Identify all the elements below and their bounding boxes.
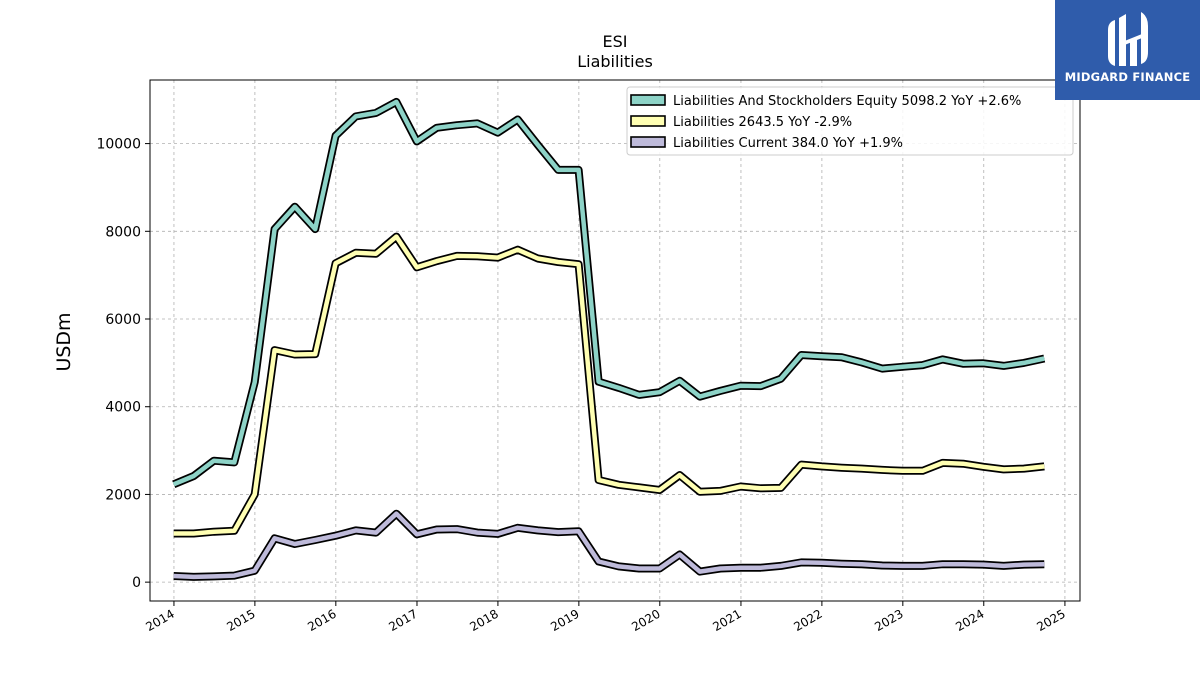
midgard-finance-logo: MIDGARD FINANCE: [1055, 0, 1200, 100]
legend: Liabilities And Stockholders Equity 5098…: [626, 86, 1074, 156]
series-0: [172, 97, 1046, 488]
x-tick-label: 2022: [791, 607, 824, 634]
x-tick-label: 2014: [143, 607, 176, 634]
chart-subtitle: Liabilities: [577, 52, 653, 71]
x-tick-label: 2017: [386, 607, 419, 634]
x-tick-label: 2023: [872, 607, 905, 634]
legend-box: [626, 86, 1074, 156]
x-tick-label: 2015: [224, 607, 257, 634]
y-axis-label: USDm: [53, 312, 75, 371]
legend-entry: Liabilities Current 384.0 YoY +1.9%: [673, 136, 903, 151]
y-tick-label: 10000: [96, 137, 141, 153]
x-tick-label: 2024: [953, 607, 986, 634]
y-tick-label: 6000: [105, 312, 141, 328]
x-tick-label: 2019: [548, 607, 581, 634]
y-tick-label: 8000: [105, 224, 141, 240]
y-tick-label: 4000: [105, 400, 141, 416]
logo-text: MIDGARD FINANCE: [1064, 70, 1191, 84]
legend-entry: Liabilities And Stockholders Equity 5098…: [673, 94, 1021, 109]
x-tick-label: 2021: [710, 607, 743, 634]
y-tick-label: 2000: [105, 487, 141, 503]
series-line-outline: [172, 97, 1046, 488]
legend-swatch: [630, 94, 666, 106]
grid: [150, 80, 1080, 601]
series-layer: [172, 97, 1046, 581]
series-line: [173, 234, 1045, 536]
y-tick-label: 0: [132, 575, 141, 591]
chart-title: ESI: [603, 32, 628, 51]
x-tick-label: 2020: [629, 607, 662, 634]
series-2: [173, 509, 1045, 581]
series-1: [173, 232, 1045, 538]
series-line: [173, 511, 1045, 580]
legend-entry: Liabilities 2643.5 YoY -2.9%: [673, 115, 852, 130]
x-tick-label: 2025: [1034, 607, 1067, 634]
logo-mark-icon: [1108, 12, 1148, 66]
x-tick-label: 2016: [305, 607, 338, 634]
series-line: [172, 99, 1045, 487]
plot-frame: [149, 79, 1081, 602]
x-tick-label: 2018: [467, 607, 500, 634]
legend-swatch: [630, 115, 666, 127]
legend-swatch: [630, 136, 666, 148]
